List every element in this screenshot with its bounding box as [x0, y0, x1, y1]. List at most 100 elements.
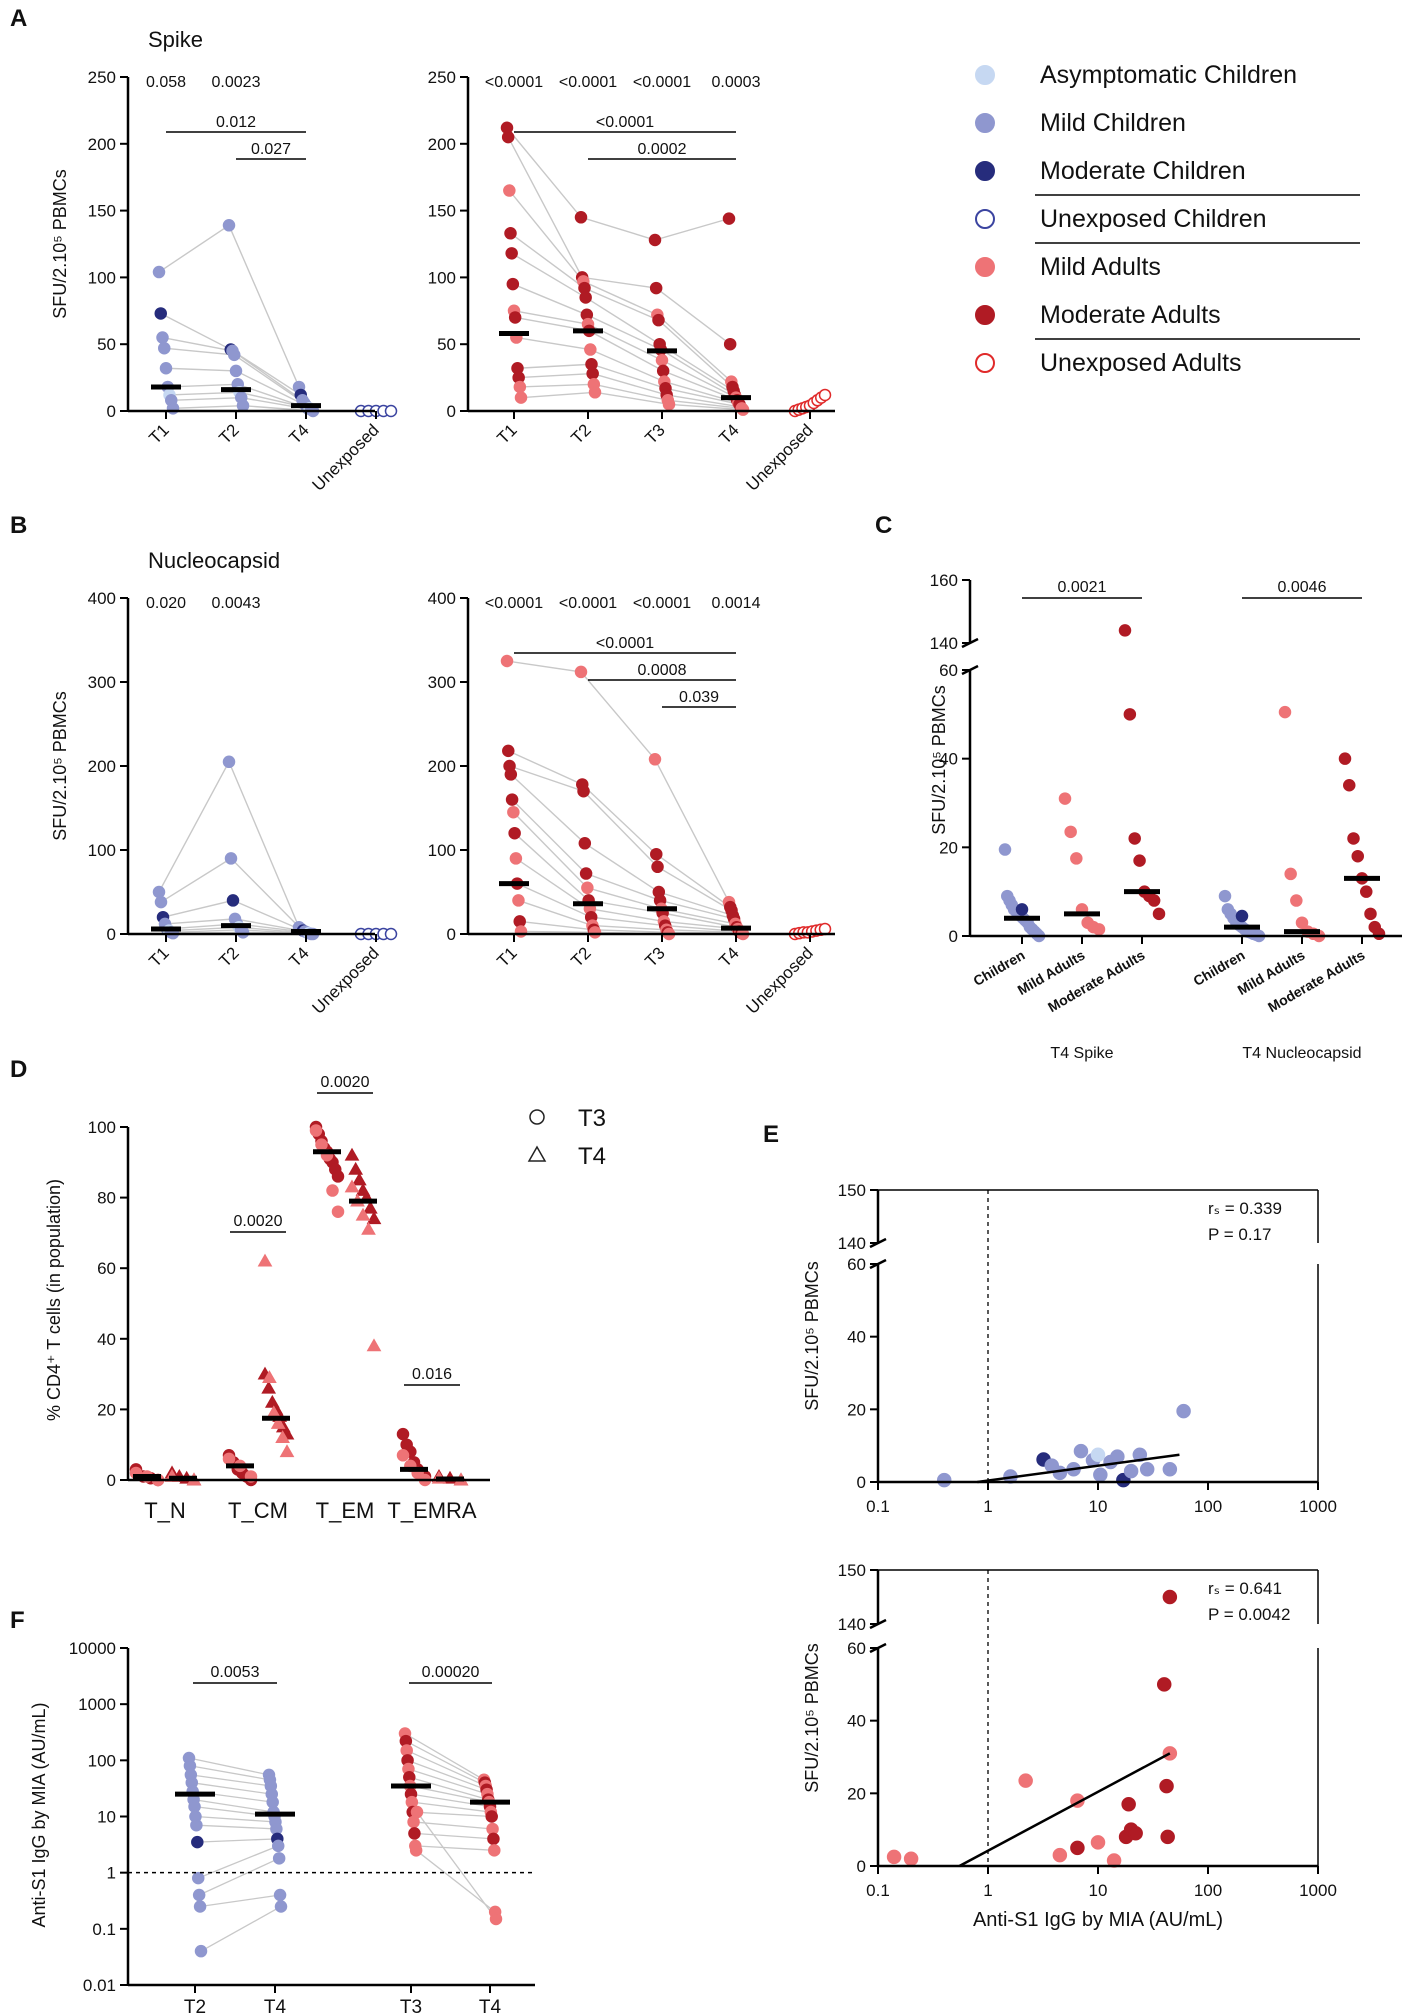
p-value: 0.0043: [212, 595, 261, 612]
data-point: [1295, 916, 1309, 929]
connector-line: [511, 252, 735, 392]
stat-p: P = 0.0042: [1208, 1605, 1290, 1624]
connector-line: [507, 136, 731, 345]
connector-line: [511, 799, 735, 920]
p-value: <0.0001: [485, 595, 543, 612]
data-point: [1090, 1447, 1106, 1462]
x-tick-label: T4: [715, 420, 742, 447]
data-point: [489, 1912, 503, 1926]
bracket-p-value: <0.0001: [596, 114, 654, 131]
p-value: <0.0001: [633, 595, 691, 612]
bracket-p-value: 0.0021: [1058, 579, 1107, 596]
legend-shape-label: T3: [578, 1105, 606, 1132]
data-point: [505, 247, 518, 260]
data-point: [1123, 708, 1137, 721]
data-point: [224, 852, 238, 865]
y-tick-label: 1000: [78, 1695, 116, 1714]
connector-line: [506, 660, 730, 903]
connector-line: [518, 372, 741, 408]
x-tick-label: T2: [215, 943, 242, 970]
y-tick-label: 0: [107, 1471, 116, 1490]
data-point: [578, 837, 592, 850]
legend-marker: [975, 65, 995, 85]
y-tick-label: 400: [88, 589, 116, 608]
y-tick-label: 0: [447, 402, 456, 421]
data-point: [409, 1844, 423, 1857]
y-axis-title: SFU/2.10⁵ PBMCs: [929, 685, 949, 835]
connector-line: [509, 765, 732, 912]
p-value: 0.058: [146, 74, 186, 91]
bracket-p-value: 0.0020: [234, 1213, 283, 1230]
data-point: [998, 843, 1012, 856]
connector-line: [200, 1905, 282, 1952]
legend-label: Moderate Adults: [1040, 301, 1221, 329]
connector-line: [407, 1759, 487, 1791]
data-point: [505, 793, 519, 806]
data-point: [1015, 903, 1029, 916]
data-point: [1160, 1829, 1175, 1845]
data-point: [1018, 1773, 1033, 1788]
data-point: [649, 281, 663, 295]
legend-label: Unexposed Children: [1040, 205, 1267, 233]
data-point: [1070, 852, 1083, 865]
bracket-p-value: 0.0002: [638, 141, 687, 158]
y-tick-label: 20: [939, 838, 958, 857]
connector-line: [512, 811, 736, 925]
data-point: [229, 364, 243, 378]
data-point: [485, 1810, 498, 1823]
data-point: [1343, 779, 1356, 792]
connector-line: [515, 316, 738, 401]
regression-line: [977, 1453, 1180, 1484]
x-tick-label: 1: [983, 1881, 992, 1900]
x-tick-label: 10: [1089, 1497, 1108, 1516]
data-point: [501, 130, 515, 144]
connector-line: [193, 1798, 274, 1813]
connector-line: [405, 1740, 486, 1784]
connector-line: [188, 1757, 270, 1776]
connector-line: [506, 127, 730, 241]
connector-line: [510, 773, 734, 917]
data-point: [1116, 1472, 1131, 1488]
data-point: [1152, 907, 1166, 921]
y-tick-label: 100: [88, 268, 116, 287]
data-point: [156, 331, 169, 344]
connector-line: [190, 1774, 271, 1787]
y-tick-label: 300: [428, 673, 456, 692]
bracket-p-value: 0.00020: [422, 1664, 480, 1681]
connector-line: [158, 224, 300, 388]
x-tick-label: Unexposed: [309, 420, 383, 494]
y-tick-label: 400: [428, 589, 456, 608]
data-point-t4: [261, 1380, 277, 1394]
data-point-t3: [326, 1184, 339, 1197]
p-value: 0.0003: [712, 74, 761, 91]
y-tick-label: 60: [847, 1639, 866, 1658]
data-point: [1121, 1796, 1136, 1812]
data-point-t4: [351, 1172, 367, 1186]
data-point: [273, 1888, 287, 1902]
connector-line: [515, 857, 738, 930]
data-point: [228, 348, 241, 362]
panel-letter-c: C: [875, 512, 892, 539]
x-tick-label: 1000: [1299, 1881, 1337, 1900]
y-tick-label: 20: [97, 1400, 116, 1419]
data-point: [513, 915, 526, 928]
x-tick-label: T2: [215, 420, 242, 447]
y-tick-label: 10: [97, 1808, 116, 1827]
y-tick-label: 100: [88, 1751, 116, 1770]
connector-line: [517, 363, 740, 406]
unexposed-point: [818, 388, 832, 402]
data-point: [577, 784, 590, 798]
data-point-t4: [279, 1444, 295, 1458]
y-tick-label: 60: [847, 1255, 866, 1274]
x-tick-label: T_EMRA: [387, 1498, 477, 1523]
data-point: [410, 1805, 424, 1819]
data-point: [579, 291, 592, 304]
data-point-t4: [275, 1430, 290, 1444]
connector-line: [519, 920, 742, 934]
data-point: [1218, 889, 1232, 903]
panel-letter-d: D: [10, 1056, 27, 1083]
connector-line: [198, 1857, 280, 1896]
data-point: [586, 367, 599, 380]
x-tick-label: 1000: [1299, 1497, 1337, 1516]
y-tick-label: 140: [838, 1234, 866, 1253]
